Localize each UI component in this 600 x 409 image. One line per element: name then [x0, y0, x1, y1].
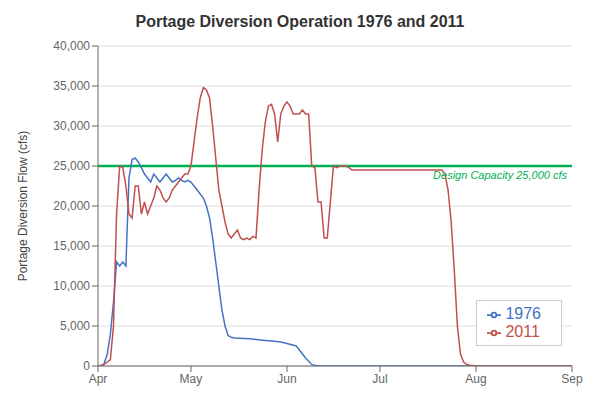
- svg-text:Jul: Jul: [372, 372, 387, 386]
- svg-text:20,000: 20,000: [53, 199, 90, 213]
- svg-text:Portage Diversion Flow (cfs): Portage Diversion Flow (cfs): [16, 131, 30, 282]
- svg-text:Apr: Apr: [89, 372, 108, 386]
- svg-text:5,000: 5,000: [60, 319, 90, 333]
- svg-text:Jun: Jun: [277, 372, 296, 386]
- html-text:Portage Diversion Operation 19: Portage Diversion Operation 1976 and 201…: [135, 13, 465, 30]
- svg-text:25,000: 25,000: [53, 159, 90, 173]
- svg-text:Aug: Aug: [465, 372, 486, 386]
- svg-text:40,000: 40,000: [53, 39, 90, 53]
- svg-text:0: 0: [83, 359, 90, 373]
- html-text:2011: 2011: [505, 323, 540, 340]
- svg-text:30,000: 30,000: [53, 119, 90, 133]
- svg-text:Sep: Sep: [561, 372, 583, 386]
- svg-text:Design Capacity 25,000 cfs: Design Capacity 25,000 cfs: [433, 169, 567, 181]
- svg-text:15,000: 15,000: [53, 239, 90, 253]
- svg-text:35,000: 35,000: [53, 79, 90, 93]
- svg-text:10,000: 10,000: [53, 279, 90, 293]
- html-text:1976: 1976: [505, 305, 541, 322]
- svg-text:May: May: [180, 372, 203, 386]
